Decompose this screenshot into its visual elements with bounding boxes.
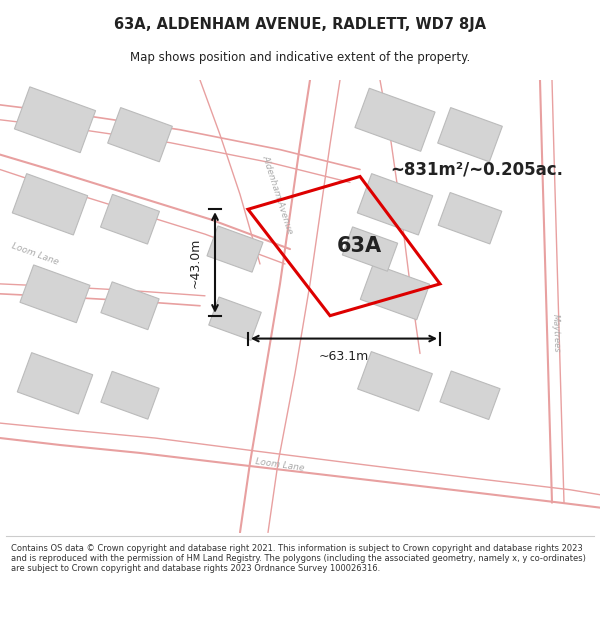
Text: Loom Lane: Loom Lane bbox=[255, 457, 305, 472]
Text: ~43.0m: ~43.0m bbox=[188, 238, 202, 288]
Text: Contains OS data © Crown copyright and database right 2021. This information is : Contains OS data © Crown copyright and d… bbox=[11, 544, 586, 573]
Polygon shape bbox=[101, 282, 159, 329]
Polygon shape bbox=[17, 352, 93, 414]
Text: Maytrees: Maytrees bbox=[551, 314, 561, 353]
Polygon shape bbox=[440, 371, 500, 419]
Polygon shape bbox=[438, 192, 502, 244]
Text: ~63.1m: ~63.1m bbox=[319, 350, 369, 363]
Polygon shape bbox=[358, 352, 433, 411]
Polygon shape bbox=[12, 174, 88, 235]
Polygon shape bbox=[207, 226, 263, 272]
Polygon shape bbox=[14, 87, 95, 152]
Polygon shape bbox=[209, 297, 261, 341]
Polygon shape bbox=[101, 194, 160, 244]
Polygon shape bbox=[101, 371, 159, 419]
Polygon shape bbox=[343, 227, 398, 271]
Text: Aldenham Avenue: Aldenham Avenue bbox=[261, 154, 295, 235]
Polygon shape bbox=[107, 107, 172, 162]
Polygon shape bbox=[437, 107, 502, 162]
Polygon shape bbox=[361, 264, 430, 320]
Polygon shape bbox=[20, 265, 90, 322]
Text: Map shows position and indicative extent of the property.: Map shows position and indicative extent… bbox=[130, 51, 470, 64]
Text: 63A: 63A bbox=[337, 236, 382, 256]
Polygon shape bbox=[355, 88, 435, 151]
Polygon shape bbox=[357, 174, 433, 235]
Text: 63A, ALDENHAM AVENUE, RADLETT, WD7 8JA: 63A, ALDENHAM AVENUE, RADLETT, WD7 8JA bbox=[114, 16, 486, 31]
Text: ~831m²/~0.205ac.: ~831m²/~0.205ac. bbox=[390, 161, 563, 179]
Text: Loom Lane: Loom Lane bbox=[10, 241, 60, 267]
